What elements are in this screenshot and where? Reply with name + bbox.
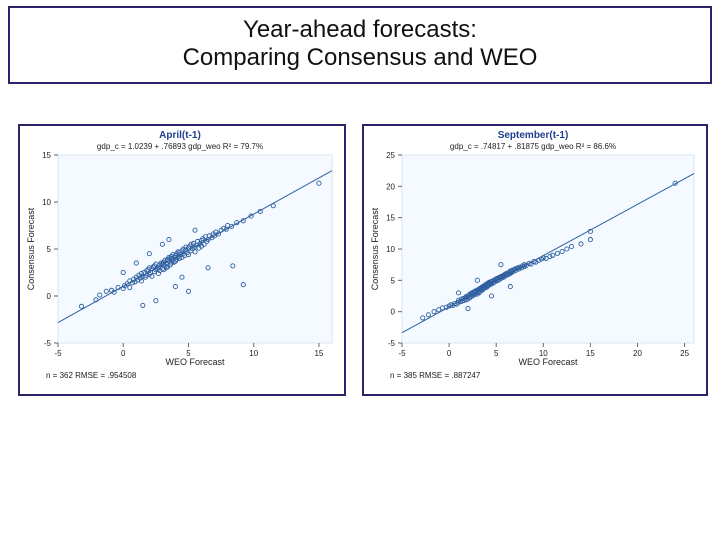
title-box: Year-ahead forecasts: Comparing Consensu… (8, 6, 712, 84)
panel-september-equation: gdp_c = .74817 + .81875 gdp_weo R² = 86.… (366, 142, 700, 151)
svg-text:-5: -5 (398, 349, 406, 358)
panel-september-plot: -50510152025-50510152025WEO ForecastCons… (366, 151, 700, 381)
svg-text:10: 10 (42, 198, 51, 207)
svg-text:5: 5 (47, 245, 52, 254)
svg-text:20: 20 (386, 182, 395, 191)
svg-text:10: 10 (386, 245, 395, 254)
svg-text:Consensus Forecast: Consensus Forecast (370, 207, 380, 290)
panel-april-head: April(t-1) gdp_c = 1.0239 + .76893 gdp_w… (22, 130, 338, 151)
svg-text:15: 15 (314, 349, 323, 358)
svg-text:20: 20 (633, 349, 642, 358)
svg-text:Consensus Forecast: Consensus Forecast (26, 207, 36, 290)
svg-text:WEO Forecast: WEO Forecast (165, 357, 225, 367)
svg-text:15: 15 (386, 214, 395, 223)
title-line2: Comparing Consensus and WEO (10, 44, 710, 72)
panel-april-equation: gdp_c = 1.0239 + .76893 gdp_weo R² = 79.… (22, 142, 338, 151)
svg-text:10: 10 (249, 349, 258, 358)
svg-text:5: 5 (391, 276, 396, 285)
panel-april-plot: -5051015-5051015WEO ForecastConsensus Fo… (22, 151, 338, 381)
svg-text:25: 25 (680, 349, 689, 358)
svg-text:15: 15 (42, 151, 51, 160)
panel-september-title: September(t-1) (366, 130, 700, 141)
charts-row: April(t-1) gdp_c = 1.0239 + .76893 gdp_w… (0, 84, 720, 396)
panel-april-title: April(t-1) (22, 130, 338, 141)
title-line1: Year-ahead forecasts: (10, 16, 710, 44)
panel-september: September(t-1) gdp_c = .74817 + .81875 g… (362, 124, 708, 396)
svg-text:15: 15 (586, 349, 595, 358)
svg-text:0: 0 (447, 349, 452, 358)
svg-text:0: 0 (121, 349, 126, 358)
panel-september-head: September(t-1) gdp_c = .74817 + .81875 g… (366, 130, 700, 151)
svg-text:0: 0 (47, 292, 52, 301)
svg-text:n = 385 RMSE = .887247: n = 385 RMSE = .887247 (390, 371, 481, 380)
svg-text:-5: -5 (44, 339, 52, 348)
svg-text:WEO Forecast: WEO Forecast (518, 357, 578, 367)
svg-text:-5: -5 (54, 349, 62, 358)
svg-text:5: 5 (494, 349, 499, 358)
svg-text:n = 362 RMSE = .954508: n = 362 RMSE = .954508 (46, 371, 137, 380)
panel-april: April(t-1) gdp_c = 1.0239 + .76893 gdp_w… (18, 124, 346, 396)
svg-text:-5: -5 (388, 339, 396, 348)
svg-text:0: 0 (391, 308, 396, 317)
svg-text:25: 25 (386, 151, 395, 160)
